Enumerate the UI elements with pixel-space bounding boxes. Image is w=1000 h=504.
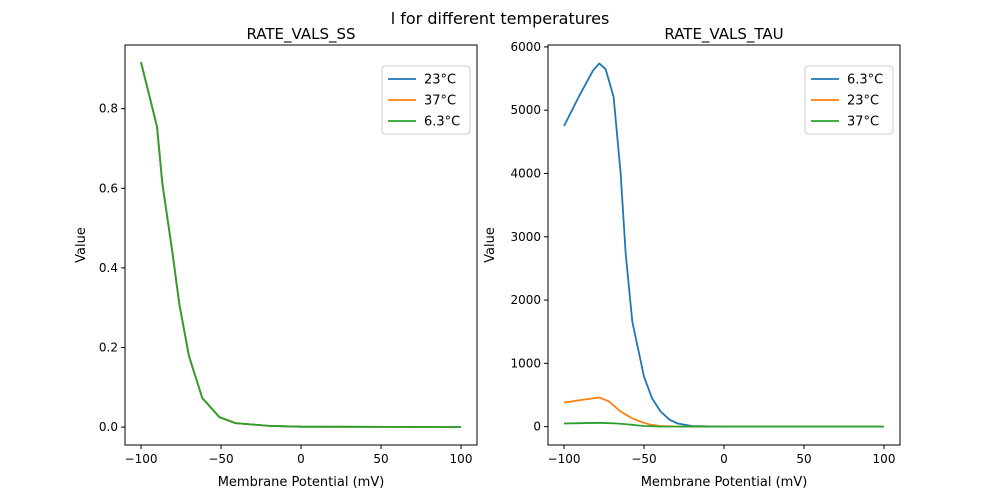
y-tick-label: 0 [533,420,541,434]
legend-label: 37°C [424,94,456,109]
legend-label: 37°C [847,115,879,130]
x-tick-label: 0 [297,452,305,466]
y-axis-label: Value [74,227,89,263]
subplot-2: RATE_VALS_TAU−100 −50 0 50 10001000200030004… [483,25,901,490]
y-tick-label: 5000 [510,103,541,117]
legend-label: 6.3°C [847,73,883,88]
x-tick-label: −50 [631,452,656,466]
x-axis-label: Membrane Potential (mV) [641,475,808,490]
y-tick-label: 0.0 [99,420,118,434]
x-tick-label: 100 [873,452,896,466]
subplot-title: RATE_VALS_TAU [664,25,783,44]
series-line-6.3°C [563,62,884,428]
y-tick-label: 2000 [510,293,541,307]
figure-title: l for different temperatures [391,9,610,28]
legend-label: 23°C [847,94,879,109]
legend: 23°C 37°C 6.3°C [381,65,471,135]
x-tick-label: 50 [796,452,811,466]
legend-frame [381,65,471,135]
legend-label: 6.3°C [424,115,460,130]
series-line-23°C [563,396,884,428]
legend-frame [804,65,894,135]
y-tick-label: 0.2 [99,340,118,354]
series-line-37°C [563,421,884,428]
x-tick-label: −100 [548,452,581,466]
y-tick-label: 0.6 [99,181,118,195]
y-tick-label: 1000 [510,356,541,370]
x-axis-label: Membrane Potential (mV) [218,475,385,490]
legend: 6.3°C 23°C 37°C [804,65,894,135]
x-tick-label: 0 [720,452,728,466]
x-tick-label: −50 [208,452,233,466]
x-tick-label: 50 [373,452,388,466]
y-tick-label: 4000 [510,166,541,180]
y-tick-label: 0.8 [99,102,118,116]
x-tick-label: 100 [450,452,473,466]
x-tick-label: −100 [125,452,158,466]
legend-label: 23°C [424,73,456,88]
y-tick-label: 3000 [510,230,541,244]
series-line-6.3°C [140,61,462,429]
y-axis-label: Value [483,227,498,263]
subplot-title: RATE_VALS_SS [246,25,355,44]
y-tick-label: 0.4 [99,261,118,275]
subplot-1: RATE_VALS_SS −100 −50 0 50 100 0.0 0.2 0.4 0.6 0.8… [74,25,478,490]
y-tick-label: 6000 [510,40,541,54]
